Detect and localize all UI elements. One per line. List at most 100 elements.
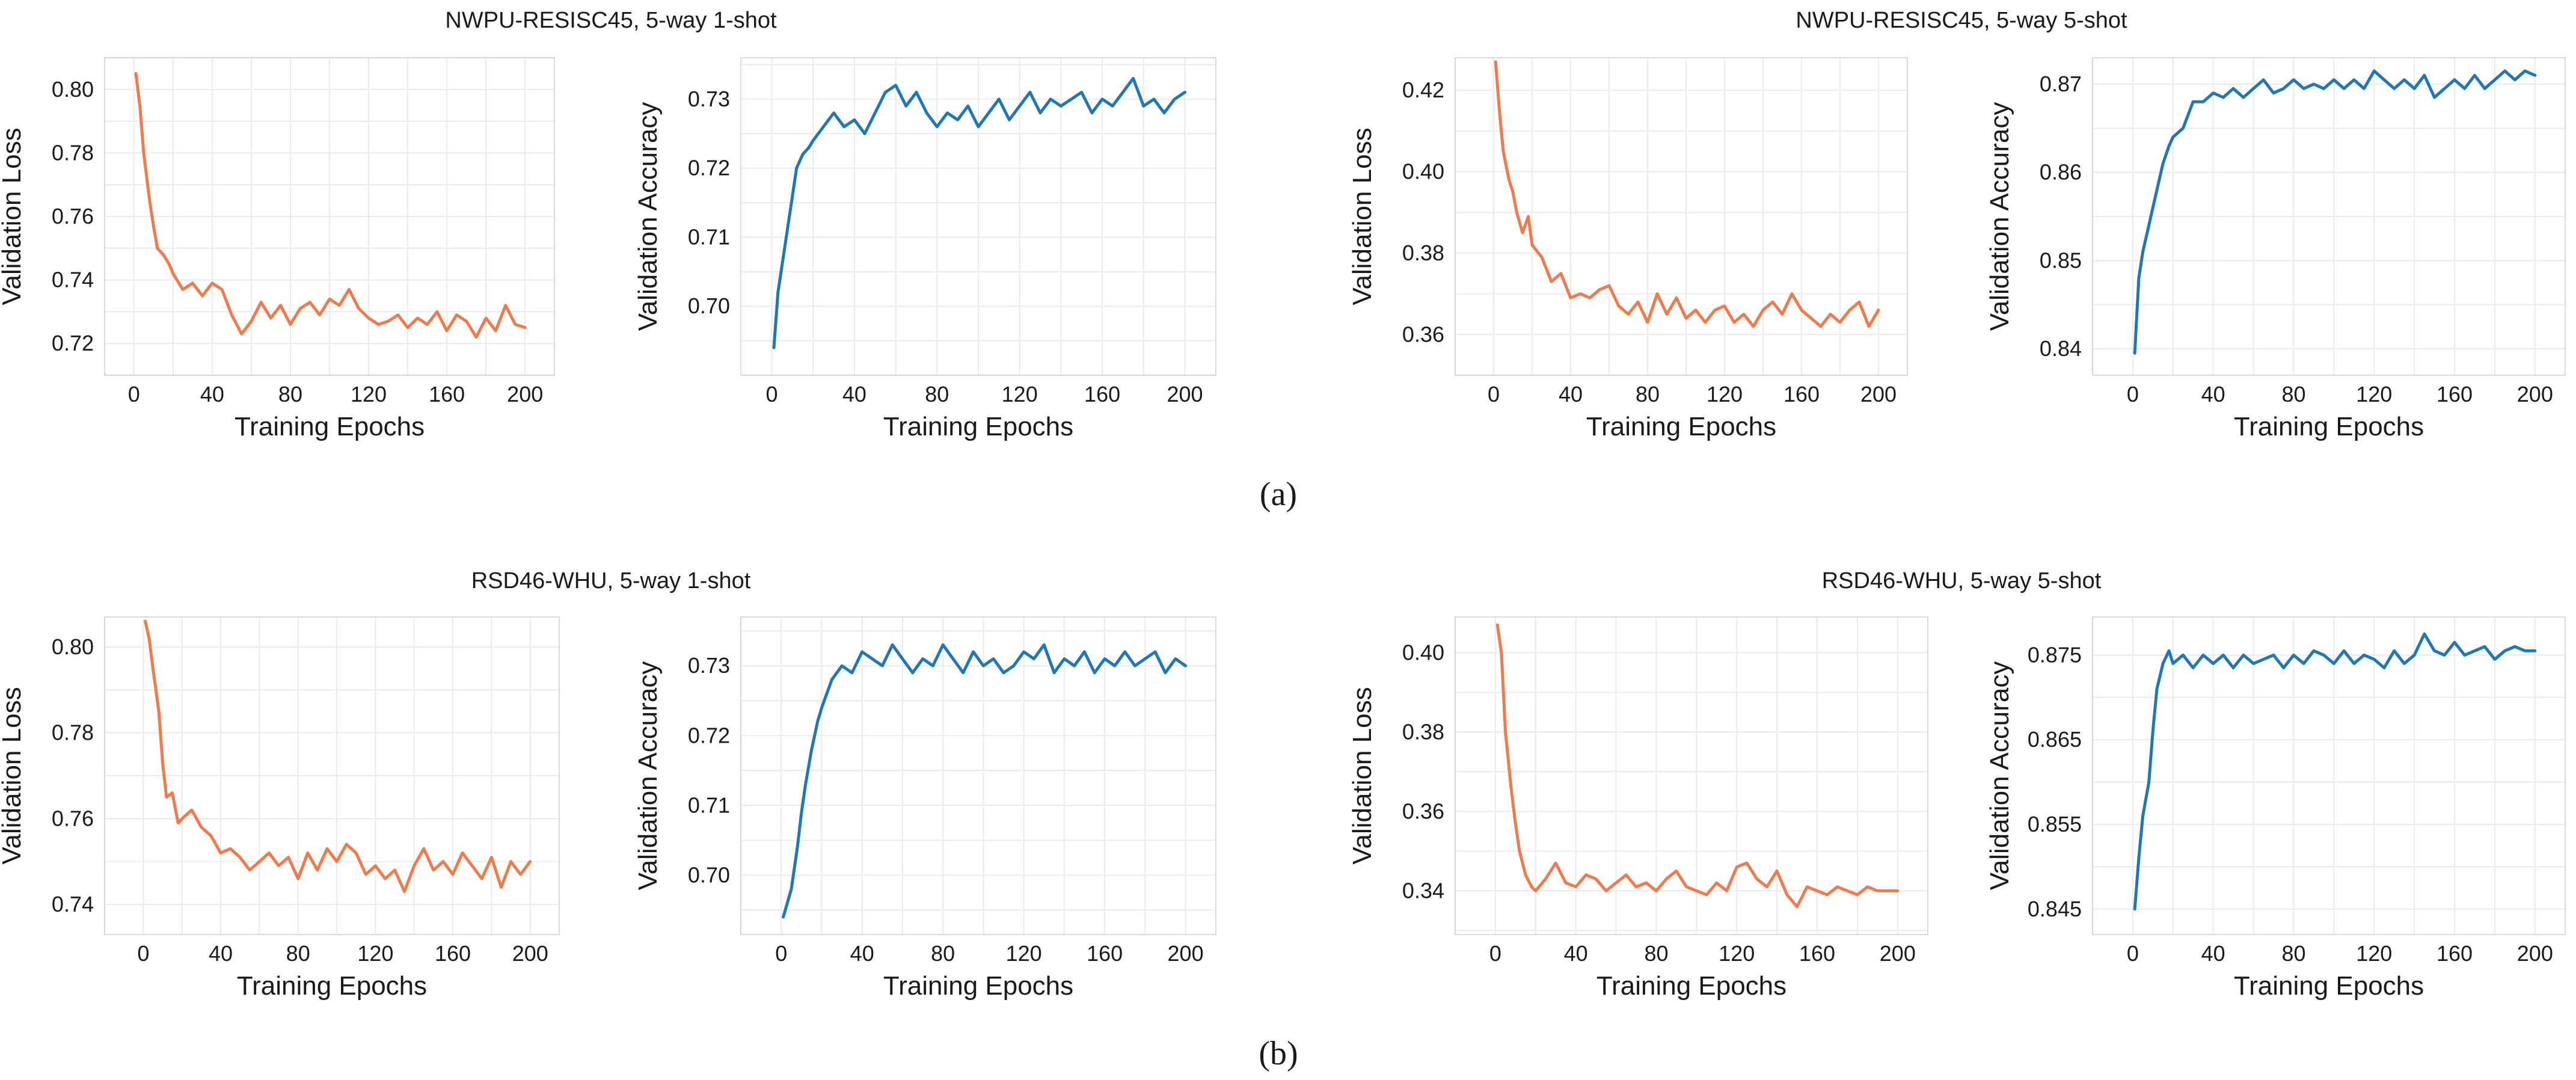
panel-rsd-1shot-accuracy-xtick-label: 200 [1168, 941, 1204, 966]
panel-rsd-1shot-accuracy-ytick-label: 0.72 [688, 723, 730, 747]
panel-rsd-5shot-accuracy-xtick-label: 40 [2201, 941, 2225, 966]
panel-rsd-1shot-accuracy-xtick-label: 120 [1006, 941, 1042, 966]
panel-rsd-1shot-accuracy-xlabel: Training Epochs [883, 971, 1073, 1001]
panel-nwpu-5shot-accuracy-grid [2092, 58, 2565, 375]
panel-nwpu-1shot-accuracy-ytick-label: 0.71 [688, 224, 730, 249]
panel-rsd-1shot-accuracy-xtick-label: 0 [775, 941, 787, 966]
panel-rsd-5shot-accuracy-ylabel: Validation Accuracy [1985, 661, 2014, 891]
panel-nwpu-5shot-loss-ytick-label: 0.38 [1402, 241, 1444, 265]
panel-nwpu-1shot-accuracy-frame [740, 57, 1216, 376]
panel-rsd-1shot-accuracy-ytick-label: 0.70 [688, 862, 730, 887]
panel-nwpu-5shot-accuracy-ytick-label: 0.86 [2040, 160, 2082, 185]
caption-a: (a) [1260, 476, 1297, 513]
panel-nwpu-1shot-accuracy-xtick-label: 160 [1084, 382, 1120, 407]
panel-rsd-5shot-loss-ylabel: Validation Loss [1348, 687, 1377, 864]
panel-nwpu-5shot-loss: 0 40 80 120 160 200 0.36 0.38 0.40 0.42 Training E… [1348, 57, 1908, 441]
panel-rsd-1shot-loss-grid [104, 617, 559, 934]
panel-rsd-1shot-accuracy-frame [740, 616, 1216, 935]
panel-rsd-1shot-loss-ytick-label: 0.74 [52, 892, 94, 916]
panel-rsd-1shot-loss-xtick-label: 160 [435, 941, 471, 966]
panel-nwpu-1shot-loss-frame [104, 57, 555, 376]
panel-rsd-5shot-loss-series-line [1495, 623, 1900, 909]
panel-nwpu-5shot-loss-xtick-label: 160 [1783, 382, 1820, 407]
panel-nwpu-5shot-accuracy: 0 40 80 120 160 200 0.84 0.85 0.86 0.87 Training E… [1985, 57, 2566, 441]
panel-nwpu-1shot-accuracy-xtick-label: 40 [842, 382, 866, 407]
panel-rsd-1shot-loss-ytick-label: 0.78 [52, 720, 94, 745]
group-title-nwpu-1shot: NWPU-RESISC45, 5-way 1-shot [445, 8, 777, 33]
panel-nwpu-1shot-accuracy-xtick-label: 0 [766, 382, 778, 407]
panel-rsd-5shot-loss-xtick-label: 160 [1799, 941, 1835, 966]
panel-nwpu-5shot-accuracy-xtick-label: 80 [2281, 382, 2305, 407]
panel-rsd-5shot-loss-xtick-label: 200 [1880, 941, 1916, 966]
panel-nwpu-5shot-accuracy-ytick-label: 0.87 [2040, 72, 2082, 96]
panel-rsd-1shot-loss-xtick-label: 40 [209, 941, 233, 966]
panel-rsd-5shot-loss-xtick-label: 120 [1719, 941, 1755, 966]
panel-nwpu-5shot-loss-xtick-label: 40 [1559, 382, 1583, 407]
panel-nwpu-5shot-accuracy-ytick-label: 0.84 [2040, 336, 2082, 361]
panel-nwpu-5shot-loss-xlabel: Training Epochs [1586, 412, 1776, 441]
panel-rsd-5shot-loss-ytick-label: 0.38 [1402, 719, 1444, 744]
panel-nwpu-1shot-accuracy-xlabel: Training Epochs [883, 412, 1073, 441]
panel-rsd-1shot-loss-xtick-label: 120 [357, 941, 393, 966]
panel-rsd-5shot-accuracy-xtick-label: 200 [2517, 941, 2553, 966]
panel-rsd-1shot-accuracy-ylabel: Validation Accuracy [633, 661, 663, 891]
panel-nwpu-1shot-accuracy-ytick-label: 0.73 [688, 87, 730, 111]
panel-rsd-5shot-accuracy-xtick-label: 120 [2356, 941, 2392, 966]
panel-rsd-1shot-loss-ytick-label: 0.76 [52, 806, 94, 830]
panel-nwpu-5shot-loss-xtick-label: 200 [1860, 382, 1897, 407]
panel-rsd-5shot-accuracy-ytick-label: 0.845 [2028, 897, 2082, 921]
panel-rsd-1shot-loss-xtick-label: 80 [286, 941, 310, 966]
panel-nwpu-1shot-accuracy-grid [741, 58, 1216, 376]
panel-nwpu-5shot-loss-frame [1455, 57, 1908, 376]
panel-nwpu-5shot-loss-ylabel: Validation Loss [1348, 127, 1377, 305]
panel-rsd-5shot-accuracy: 0 40 80 120 160 200 0.845 0.855 0.865 0.875 Traini… [1985, 616, 2566, 1001]
panel-nwpu-1shot-loss-ytick-label: 0.74 [52, 268, 94, 292]
panel-rsd-1shot-loss-frame [104, 616, 560, 935]
panel-nwpu-5shot-loss-xtick-label: 120 [1707, 382, 1743, 407]
panel-nwpu-1shot-loss-grid [105, 57, 554, 376]
caption-b: (b) [1259, 1035, 1298, 1072]
panel-nwpu-1shot-loss-xtick-label: 40 [200, 382, 224, 407]
panel-nwpu-5shot-accuracy-ytick-label: 0.85 [2040, 248, 2082, 272]
panel-rsd-5shot-loss-ytick-label: 0.34 [1402, 878, 1444, 903]
panel-nwpu-1shot-loss-xtick-label: 0 [128, 382, 140, 407]
panel-nwpu-5shot-accuracy-frame [2092, 57, 2566, 376]
panel-nwpu-5shot-loss-grid [1455, 58, 1907, 376]
panel-nwpu-5shot-accuracy-xtick-label: 160 [2436, 382, 2473, 407]
panel-nwpu-1shot-loss-ytick-label: 0.76 [52, 204, 94, 229]
panel-rsd-1shot-loss-ytick-label: 0.80 [52, 634, 94, 659]
panel-nwpu-5shot-loss-ytick-label: 0.40 [1402, 159, 1444, 184]
panel-nwpu-1shot-accuracy-xtick-label: 200 [1167, 382, 1203, 407]
panel-rsd-5shot-loss-grid [1455, 617, 1928, 934]
panel-nwpu-5shot-accuracy-xtick-label: 200 [2517, 382, 2553, 407]
panel-rsd-1shot-loss-series-line [144, 619, 532, 894]
panel-rsd-1shot-loss-xtick-label: 0 [137, 941, 149, 966]
panel-nwpu-5shot-accuracy-ylabel: Validation Accuracy [1985, 102, 2014, 331]
panel-rsd-5shot-accuracy-ytick-label: 0.865 [2028, 727, 2082, 752]
panel-nwpu-1shot-accuracy: 0 40 80 120 160 200 0.70 0.71 0.72 0.73 Training E… [633, 57, 1216, 441]
panel-rsd-5shot-accuracy-series-line [2133, 632, 2537, 911]
panel-rsd-5shot-accuracy-frame [2092, 616, 2566, 935]
panel-nwpu-1shot-loss-ytick-label: 0.78 [52, 140, 94, 165]
panel-rsd-5shot-loss-frame [1455, 616, 1928, 935]
panel-rsd-1shot-loss-xtick-label: 200 [512, 941, 548, 966]
panel-nwpu-5shot-accuracy-xlabel: Training Epochs [2234, 412, 2424, 441]
panel-nwpu-1shot-loss-xlabel: Training Epochs [235, 412, 425, 441]
panel-nwpu-1shot-loss-xtick-label: 120 [351, 382, 387, 407]
panel-nwpu-1shot-accuracy-xtick-label: 80 [925, 382, 949, 407]
panel-nwpu-1shot-accuracy-ytick-label: 0.72 [688, 156, 730, 180]
panel-nwpu-1shot-accuracy-ytick-label: 0.70 [688, 293, 730, 318]
panel-nwpu-5shot-loss-ytick-label: 0.42 [1402, 78, 1444, 102]
panel-rsd-1shot-accuracy-xtick-label: 40 [850, 941, 874, 966]
panel-rsd-1shot-accuracy-ytick-label: 0.71 [688, 793, 730, 817]
panel-nwpu-5shot-loss-xtick-label: 80 [1636, 382, 1660, 407]
panel-rsd-5shot-accuracy-xlabel: Training Epochs [2234, 971, 2424, 1001]
panel-rsd-5shot-loss-ytick-label: 0.40 [1402, 640, 1444, 664]
panel-nwpu-1shot-loss-ytick-label: 0.80 [52, 77, 94, 102]
panel-nwpu-5shot-accuracy-xtick-label: 120 [2356, 382, 2392, 407]
group-title-rsd-5shot: RSD46-WHU, 5-way 5-shot [1822, 568, 2102, 594]
panel-nwpu-1shot-accuracy-series-line [772, 76, 1186, 349]
panel-nwpu-5shot-accuracy-series-line [2133, 69, 2537, 355]
panel-rsd-5shot-loss-xtick-label: 80 [1644, 941, 1668, 966]
